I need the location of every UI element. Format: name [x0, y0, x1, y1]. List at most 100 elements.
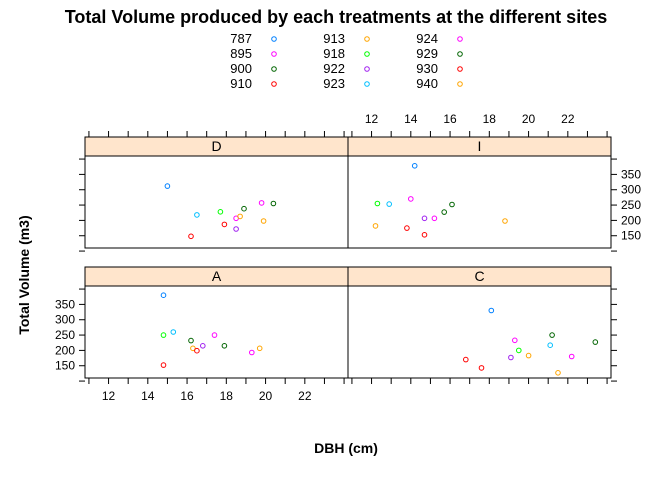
y-tick-label-right: 350 — [621, 167, 641, 181]
legend-label-913: 913 — [323, 31, 345, 46]
legend-label-918: 918 — [323, 46, 345, 61]
point-A-923 — [170, 329, 177, 335]
point-C-918 — [516, 347, 522, 354]
panel-C: C — [347, 266, 612, 379]
panel-frame-A — [84, 285, 349, 379]
y-tick-label-left: 200 — [55, 343, 75, 357]
point-D-913 — [260, 218, 267, 224]
legend-marker-900 — [271, 66, 277, 72]
panel-A: A — [84, 266, 349, 379]
y-tick-label-left: 350 — [55, 297, 75, 311]
point-A-924 — [249, 349, 255, 356]
panel-frame-D — [84, 155, 349, 249]
x-tick-label-top: 20 — [522, 112, 536, 126]
point-A-922 — [200, 343, 206, 349]
legend-label-929: 929 — [416, 46, 438, 61]
point-C-900 — [549, 332, 555, 338]
legend-marker-910 — [271, 81, 277, 87]
y-axis-title: Total Volume (m3) — [16, 215, 32, 334]
x-tick-label-bottom: 14 — [141, 389, 155, 403]
legend-marker-924 — [457, 36, 463, 42]
y-tick-label-right: 300 — [621, 183, 641, 197]
x-tick-label-top: 18 — [483, 112, 497, 126]
legend-marker-913 — [364, 36, 370, 42]
point-D-787 — [164, 183, 171, 189]
point-C-940 — [555, 370, 561, 376]
x-tick-label-top: 12 — [365, 112, 379, 126]
point-A-918 — [160, 332, 167, 338]
panel-I: I — [347, 136, 612, 249]
legend-marker-895 — [271, 51, 277, 57]
strip-label-D: D — [211, 138, 221, 154]
point-D-930 — [221, 221, 228, 228]
point-C-923 — [547, 342, 554, 349]
point-C-924 — [568, 353, 575, 360]
x-tick-label-top: 16 — [443, 112, 457, 126]
point-D-929 — [270, 200, 277, 207]
point-I-913 — [372, 223, 379, 229]
y-tick-label-right: 250 — [621, 198, 641, 212]
point-I-930 — [404, 225, 410, 231]
y-tick-label-right: 150 — [621, 229, 641, 243]
point-I-923 — [386, 201, 393, 207]
legend-marker-923 — [364, 81, 370, 87]
legend-label-895: 895 — [230, 46, 252, 61]
point-I-895 — [408, 196, 414, 202]
legend-marker-922 — [364, 66, 370, 72]
point-A-895 — [211, 332, 218, 338]
point-D-940 — [237, 213, 243, 220]
legend-label-910: 910 — [230, 76, 252, 91]
point-A-910 — [160, 362, 167, 368]
legend-marker-929 — [457, 51, 463, 57]
x-axis-title: DBH (cm) — [314, 440, 378, 456]
point-C-930 — [478, 365, 485, 371]
point-I-900 — [441, 209, 448, 215]
legend-marker-940 — [457, 81, 463, 87]
legend-marker-918 — [364, 51, 370, 57]
x-tick-label-bottom: 22 — [298, 389, 312, 403]
point-A-940 — [256, 345, 263, 352]
point-I-910 — [421, 232, 428, 238]
legend-marker-930 — [457, 66, 463, 72]
x-tick-label-bottom: 12 — [102, 389, 116, 403]
legend-label-940: 940 — [416, 76, 438, 91]
x-tick-label-bottom: 20 — [259, 389, 273, 403]
point-A-787 — [160, 292, 167, 299]
point-D-923 — [194, 212, 200, 218]
panel-D: D — [84, 136, 349, 249]
point-C-910 — [463, 356, 469, 363]
point-D-924 — [258, 200, 265, 206]
x-tick-label-bottom: 16 — [180, 389, 194, 403]
legend-label-924: 924 — [416, 31, 438, 46]
point-C-922 — [508, 354, 514, 361]
y-tick-label-left: 250 — [55, 328, 75, 342]
legend-label-922: 922 — [323, 61, 345, 76]
point-A-913 — [190, 345, 196, 352]
point-D-922 — [233, 226, 239, 232]
y-tick-label-right: 200 — [621, 213, 641, 227]
point-I-940 — [502, 218, 508, 224]
legend-label-787: 787 — [230, 31, 252, 46]
point-I-918 — [374, 200, 381, 207]
panel-grid: D I A C — [84, 136, 612, 379]
axes: 1212141416161818202022221502002503003501… — [55, 112, 641, 403]
point-C-913 — [525, 352, 532, 359]
point-I-787 — [411, 163, 418, 169]
legend-label-930: 930 — [416, 61, 438, 76]
legend-marker-787 — [271, 36, 277, 42]
point-D-918 — [217, 209, 224, 215]
point-I-924 — [431, 215, 438, 222]
legend-label-923: 923 — [323, 76, 345, 91]
point-D-910 — [188, 233, 194, 240]
y-tick-label-left: 150 — [55, 359, 75, 373]
panel-frame-C — [347, 285, 612, 379]
point-A-929 — [221, 343, 228, 349]
point-A-900 — [188, 337, 194, 344]
point-I-922 — [421, 215, 428, 222]
x-tick-label-top: 14 — [404, 112, 418, 126]
point-C-895 — [512, 337, 518, 344]
y-tick-label-left: 300 — [55, 313, 75, 327]
point-C-787 — [488, 307, 495, 314]
point-C-929 — [592, 339, 599, 345]
